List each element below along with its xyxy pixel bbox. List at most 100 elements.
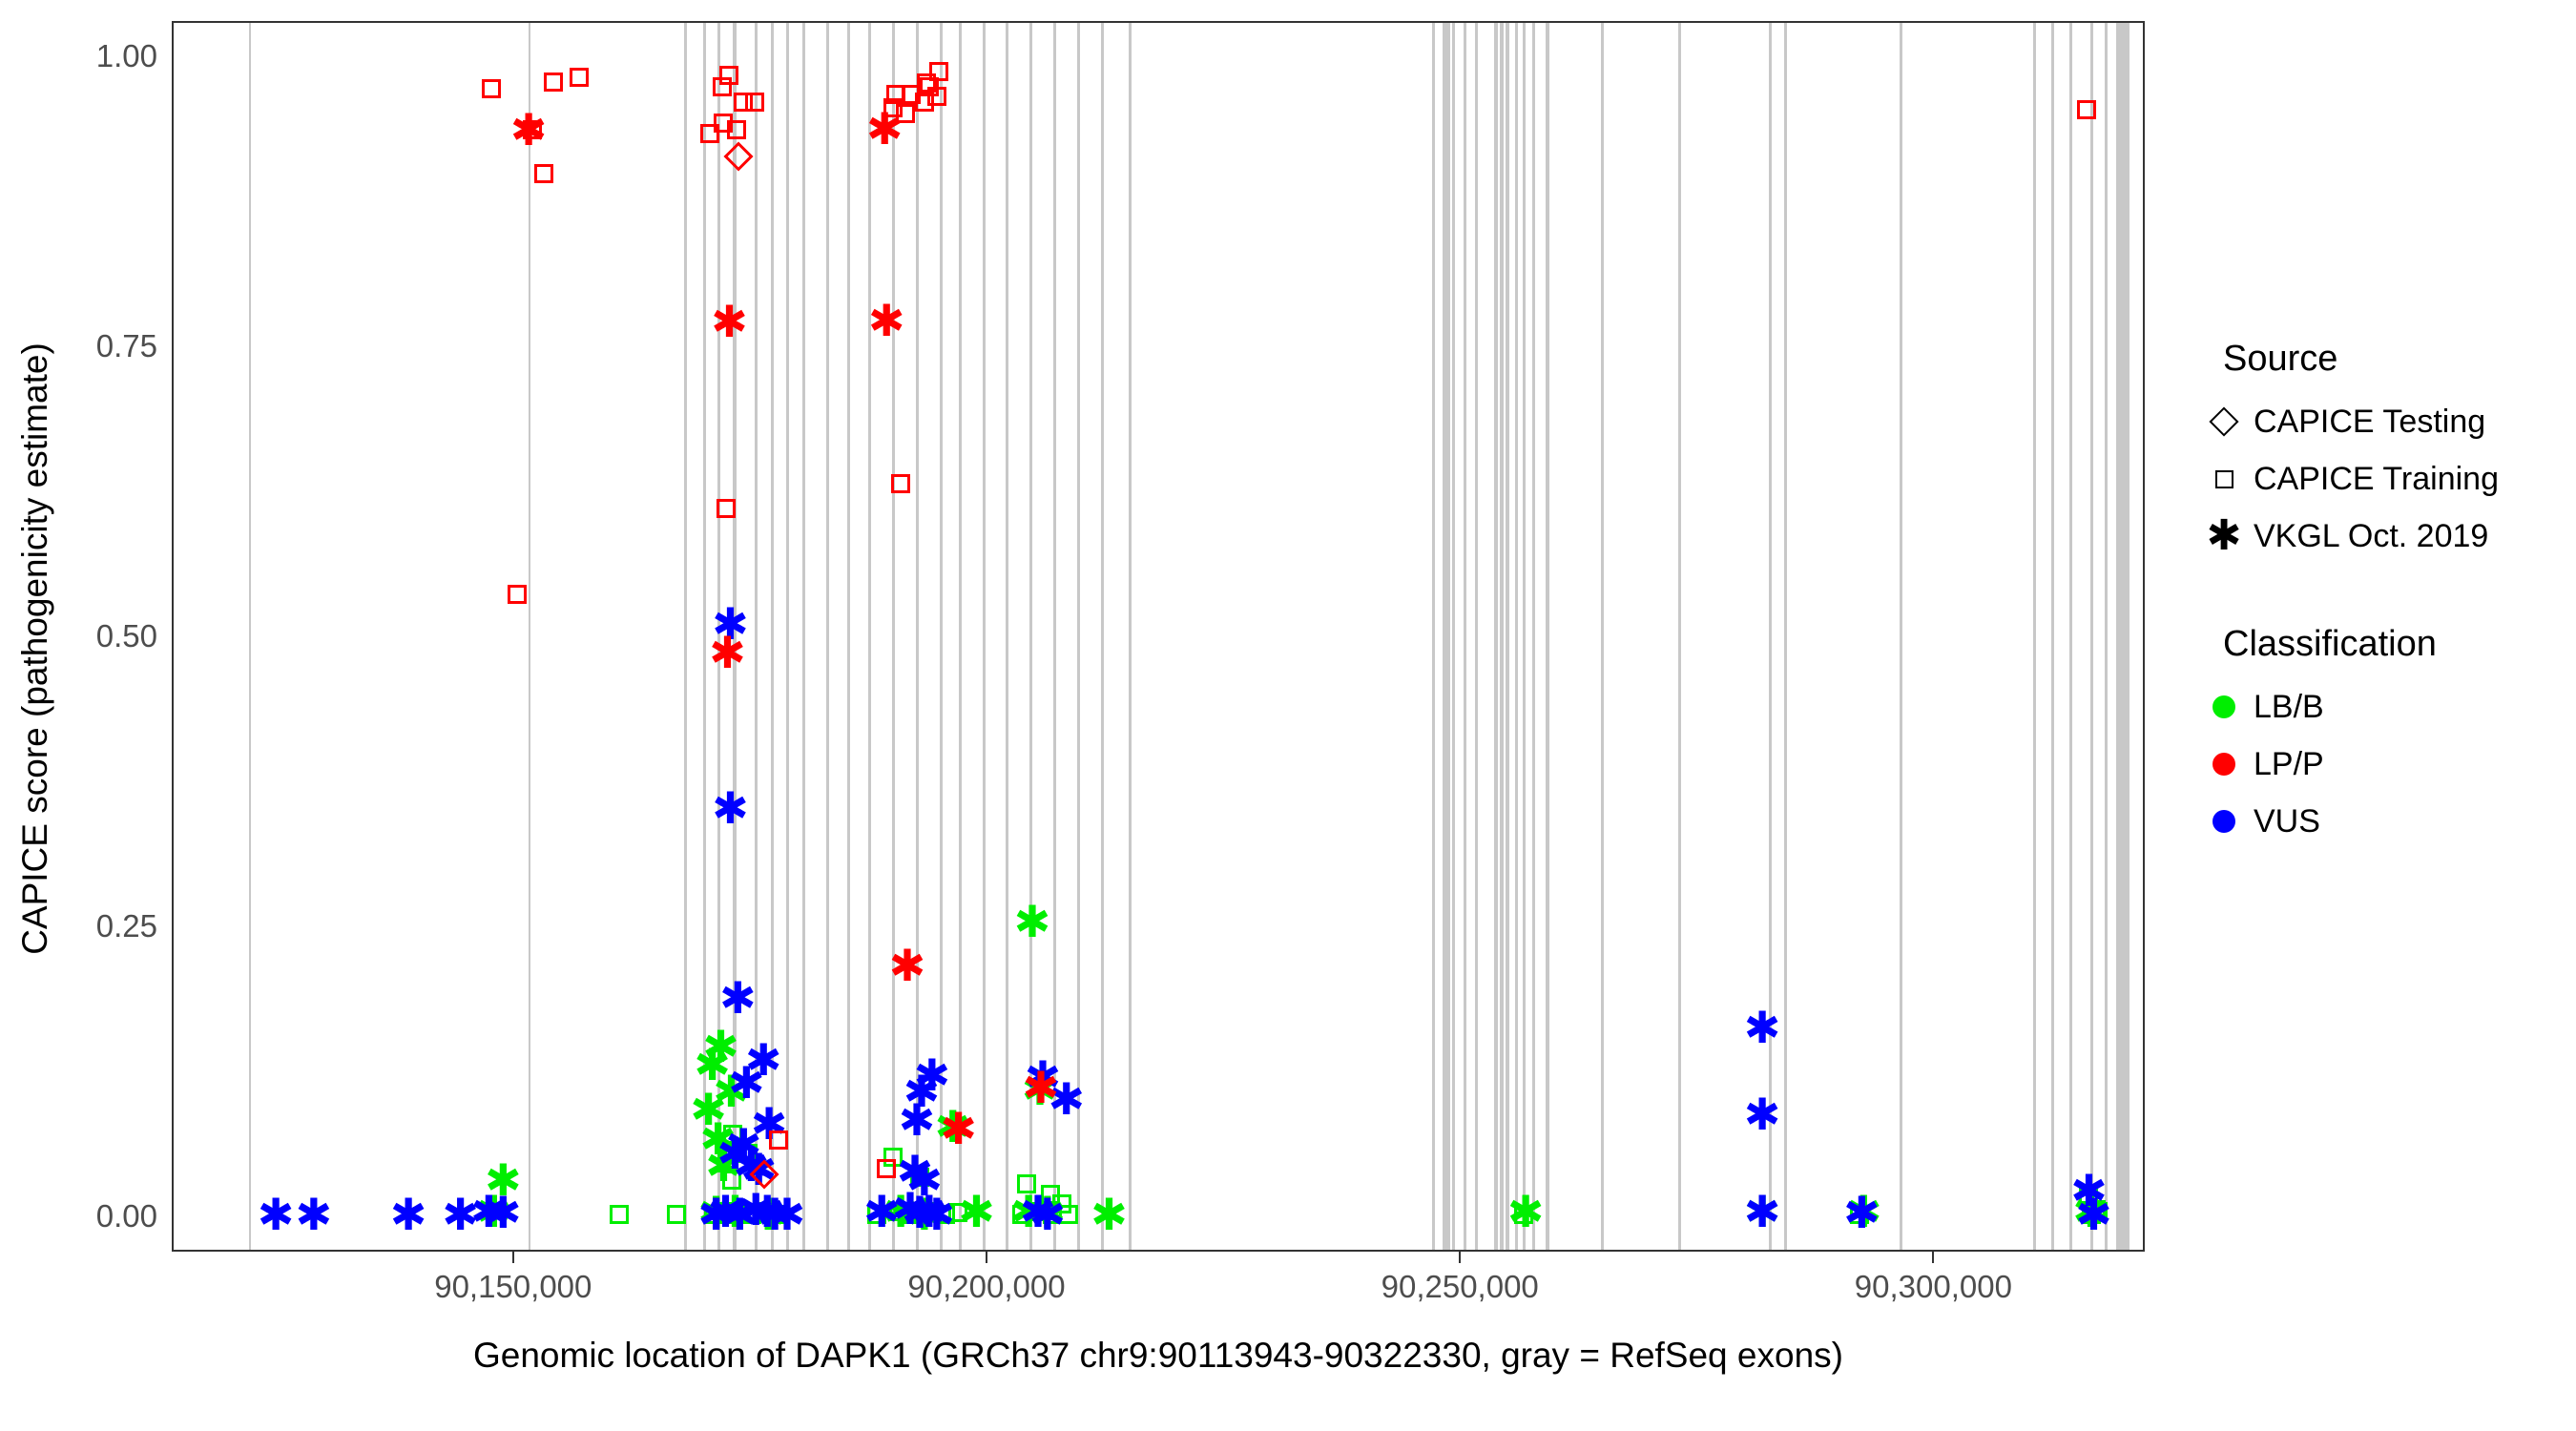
data-point-asterisk: ✱ <box>475 1186 512 1238</box>
data-point-asterisk: ✱ <box>867 294 905 346</box>
data-point-square <box>543 73 563 93</box>
refseq-exon-bar <box>717 23 720 1250</box>
plot-panel: ✱ ✱ ✱ ✱ ✱ ✱ ✱ ✱ ✱ ✱ ✱ ✱ ✱ ✱ ✱ ✱ ✱ ✱ ✱ ✱ ✱ ✱ ✱ ✱ ✱ ✱ ✱ ✱ ✱ ✱ ✱ ✱ ✱ ✱ ✱ ✱ ✱ ✱ ✱ ✱… <box>172 21 2145 1252</box>
data-point-square <box>713 76 733 96</box>
refseq-exon-bar <box>1545 23 1549 1250</box>
data-point-square <box>2079 1184 2099 1204</box>
y-tick-label: 0.75 <box>95 327 157 363</box>
data-point-asterisk: ✱ <box>1022 1061 1060 1113</box>
data-point-square <box>922 1202 942 1222</box>
x-tick-mark <box>986 1252 988 1263</box>
x-axis-title: Genomic location of DAPK1 (GRCh37 chr9:9… <box>473 1336 1843 1375</box>
data-point-diamond <box>749 1159 779 1190</box>
legend-item-capice-testing[interactable]: CAPICE Testing <box>2194 393 2557 450</box>
data-point-asterisk: ✱ <box>509 103 548 156</box>
data-point-square <box>666 1204 686 1224</box>
data-point-square <box>570 68 590 88</box>
data-point-asterisk: ✱ <box>958 1186 995 1238</box>
data-point-square <box>1850 1204 1869 1224</box>
refseq-exon-bar <box>1499 23 1504 1250</box>
data-point-square <box>1016 1173 1036 1193</box>
data-point-square <box>920 76 940 96</box>
legend-item-vus[interactable]: VUS <box>2194 793 2557 850</box>
data-point-square <box>1011 1204 1031 1224</box>
data-point-square <box>533 164 553 184</box>
refseq-exon-bar <box>2104 23 2108 1250</box>
data-point-asterisk: ✱ <box>442 1188 479 1240</box>
data-point-asterisk: ✱ <box>903 1065 941 1117</box>
legend-label: LP/P <box>2254 745 2324 782</box>
refseq-exon-bar <box>1677 23 1681 1250</box>
refseq-exon-bar <box>1515 23 1519 1250</box>
refseq-exon-bar <box>1523 23 1527 1250</box>
data-point-square <box>704 1204 724 1224</box>
refseq-exon-bar <box>1076 23 1080 1250</box>
refseq-exon-bar <box>1769 23 1773 1250</box>
refseq-exon-bar <box>2033 23 2037 1250</box>
legend-item-vkgl-oct-2019[interactable]: ✱ VKGL Oct. 2019 <box>2194 508 2557 565</box>
refseq-exon-bar <box>786 23 790 1250</box>
green-dot-icon <box>2194 678 2254 736</box>
data-point-square <box>741 1204 761 1224</box>
data-point-asterisk: ✱ <box>918 1188 955 1240</box>
y-tick-label: 1.00 <box>95 37 157 73</box>
data-point-asterisk: ✱ <box>898 1094 936 1147</box>
data-point-asterisk: ✱ <box>721 1188 758 1240</box>
legend-label: VUS <box>2254 802 2320 840</box>
refseq-exon-bar <box>1600 23 1604 1250</box>
refseq-exon-bar <box>846 23 850 1250</box>
data-point-asterisk: ✱ <box>1028 1187 1067 1239</box>
refseq-exon-bar <box>2050 23 2054 1250</box>
legend-item-lb-b[interactable]: LB/B <box>2194 678 2557 736</box>
x-tick-label: 90,300,000 <box>1854 1269 2012 1304</box>
data-point-asterisk: ✱ <box>905 1154 944 1207</box>
refseq-exon-bar <box>528 23 530 1250</box>
data-point-asterisk: ✱ <box>2070 1165 2108 1217</box>
refseq-exon-bar <box>683 23 687 1250</box>
legend-item-capice-training[interactable]: CAPICE Training <box>2194 450 2557 508</box>
legend-label: VKGL Oct. 2019 <box>2254 517 2489 554</box>
refseq-exon-bar <box>892 23 896 1250</box>
data-point-asterisk: ✱ <box>748 1186 786 1238</box>
x-tick-label: 90,250,000 <box>1381 1269 1539 1304</box>
legend-label: CAPICE Training <box>2254 460 2499 497</box>
data-point-asterisk: ✱ <box>1021 1064 1059 1116</box>
legend-item-lp-p[interactable]: LP/P <box>2194 736 2557 793</box>
legend-title: Source <box>2223 339 2338 379</box>
legend-label: LB/B <box>2254 688 2324 725</box>
data-point-asterisk: ✱ <box>1028 1188 1067 1240</box>
y-tick-label: 0.50 <box>95 618 157 653</box>
data-point-square <box>1040 1184 1060 1204</box>
data-point-square <box>1059 1204 1079 1224</box>
data-point-square <box>2077 100 2097 120</box>
data-point-diamond <box>723 141 754 172</box>
refseq-exon-bar <box>1052 23 1056 1250</box>
data-point-asterisk: ✱ <box>1009 1186 1048 1238</box>
data-point-square <box>885 85 905 105</box>
refseq-exon-bar <box>939 23 943 1250</box>
data-point-square <box>522 119 542 139</box>
data-point-square <box>895 103 915 123</box>
refseq-exon-bar <box>916 23 920 1250</box>
refseq-exon-bar <box>733 23 737 1250</box>
x-tick-label: 90,150,000 <box>434 1269 592 1304</box>
legend-title: Classification <box>2223 624 2437 664</box>
refseq-exon-bar <box>1474 23 1478 1250</box>
refseq-exon-bar <box>1451 23 1455 1250</box>
refseq-exon-bar <box>1431 23 1435 1250</box>
refseq-exon-bar <box>868 23 872 1250</box>
data-point-asterisk: ✱ <box>725 1118 762 1171</box>
blue-dot-icon <box>2194 793 2254 850</box>
asterisk-icon: ✱ <box>2206 511 2242 560</box>
refseq-exon-bar <box>1446 23 1451 1250</box>
legend: Source CAPICE Testing CAPICE Training ✱ VKGL… <box>2194 339 2557 850</box>
square-icon <box>2194 450 2254 508</box>
x-tick-label: 90,200,000 <box>907 1269 1066 1304</box>
diamond-icon <box>2194 393 2254 450</box>
data-point-square <box>909 1167 929 1187</box>
refseq-exon-bar <box>702 23 706 1250</box>
data-point-asterisk: ✱ <box>1091 1188 1128 1240</box>
data-point-asterisk: ✱ <box>484 1154 522 1207</box>
y-tick-label: 0.00 <box>95 1198 157 1234</box>
refseq-exon-bar <box>1784 23 1788 1250</box>
